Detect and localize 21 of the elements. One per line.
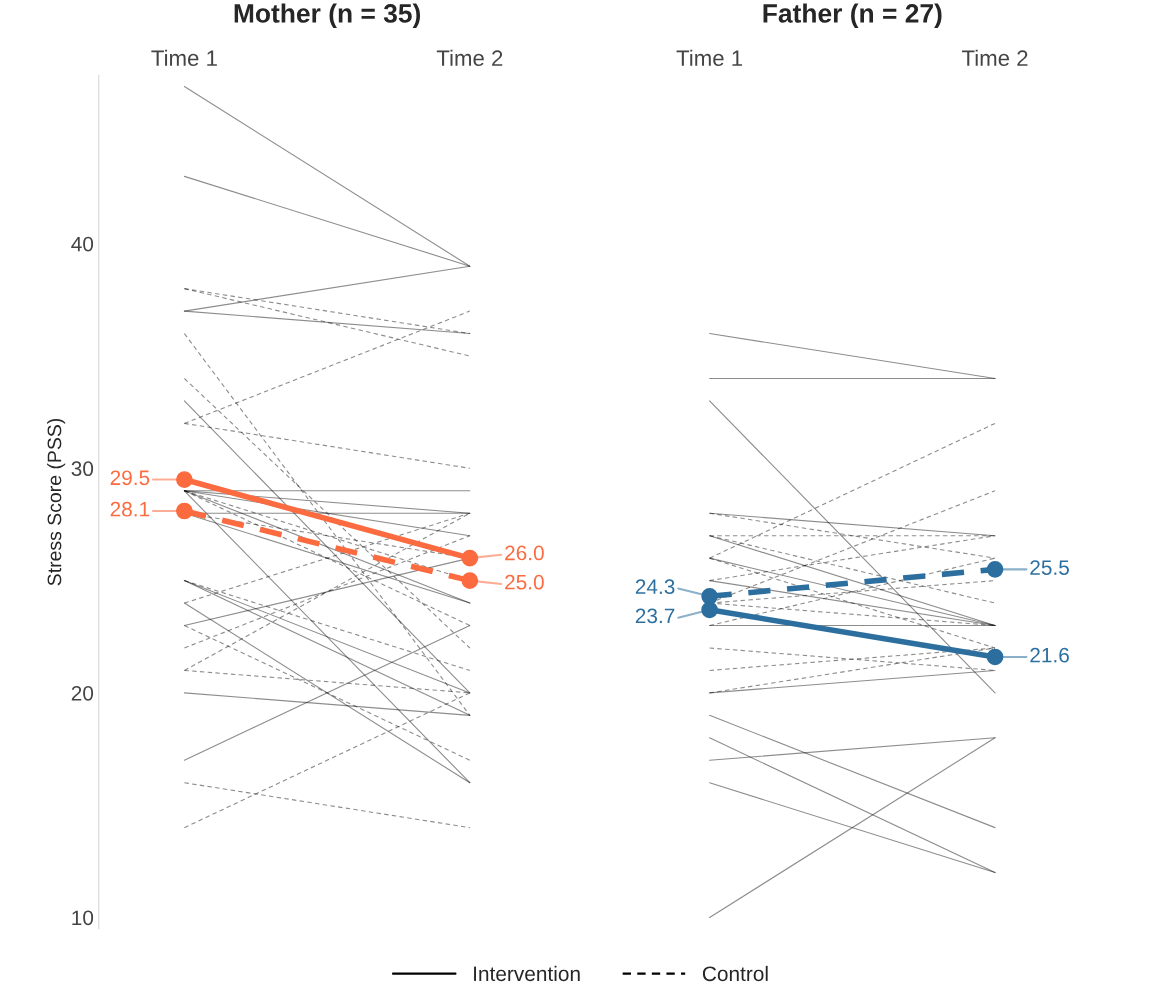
legend-label: Intervention (474, 965, 580, 982)
data-label: 24.3 (635, 579, 675, 595)
legend-label: Control (702, 965, 768, 982)
data-label: 25.5 (1030, 560, 1069, 575)
x-tick-label: Time 1 (151, 49, 217, 67)
data-label: 21.6 (1030, 647, 1069, 663)
x-tick-label: Time 2 (961, 49, 1028, 67)
data-label: 26.0 (505, 545, 544, 561)
chart-title: Father (n = 27) (763, 3, 942, 28)
y-tick-label: 30 (71, 461, 94, 477)
data-label: 29.5 (110, 470, 150, 486)
y-tick-label: 40 (71, 236, 94, 252)
y-tick-label: 20 (71, 685, 94, 701)
data-label: 25.0 (505, 574, 544, 590)
data-label: 23.7 (635, 608, 675, 624)
y-axis-title: Stress Score (PSS) (47, 418, 66, 586)
chart-title: Mother (n = 35) (234, 3, 421, 28)
y-tick-label: 10 (72, 910, 94, 926)
x-tick-label: Time 1 (676, 49, 743, 67)
data-label: 28.1 (110, 501, 150, 517)
x-tick-label: Time 2 (436, 49, 503, 67)
